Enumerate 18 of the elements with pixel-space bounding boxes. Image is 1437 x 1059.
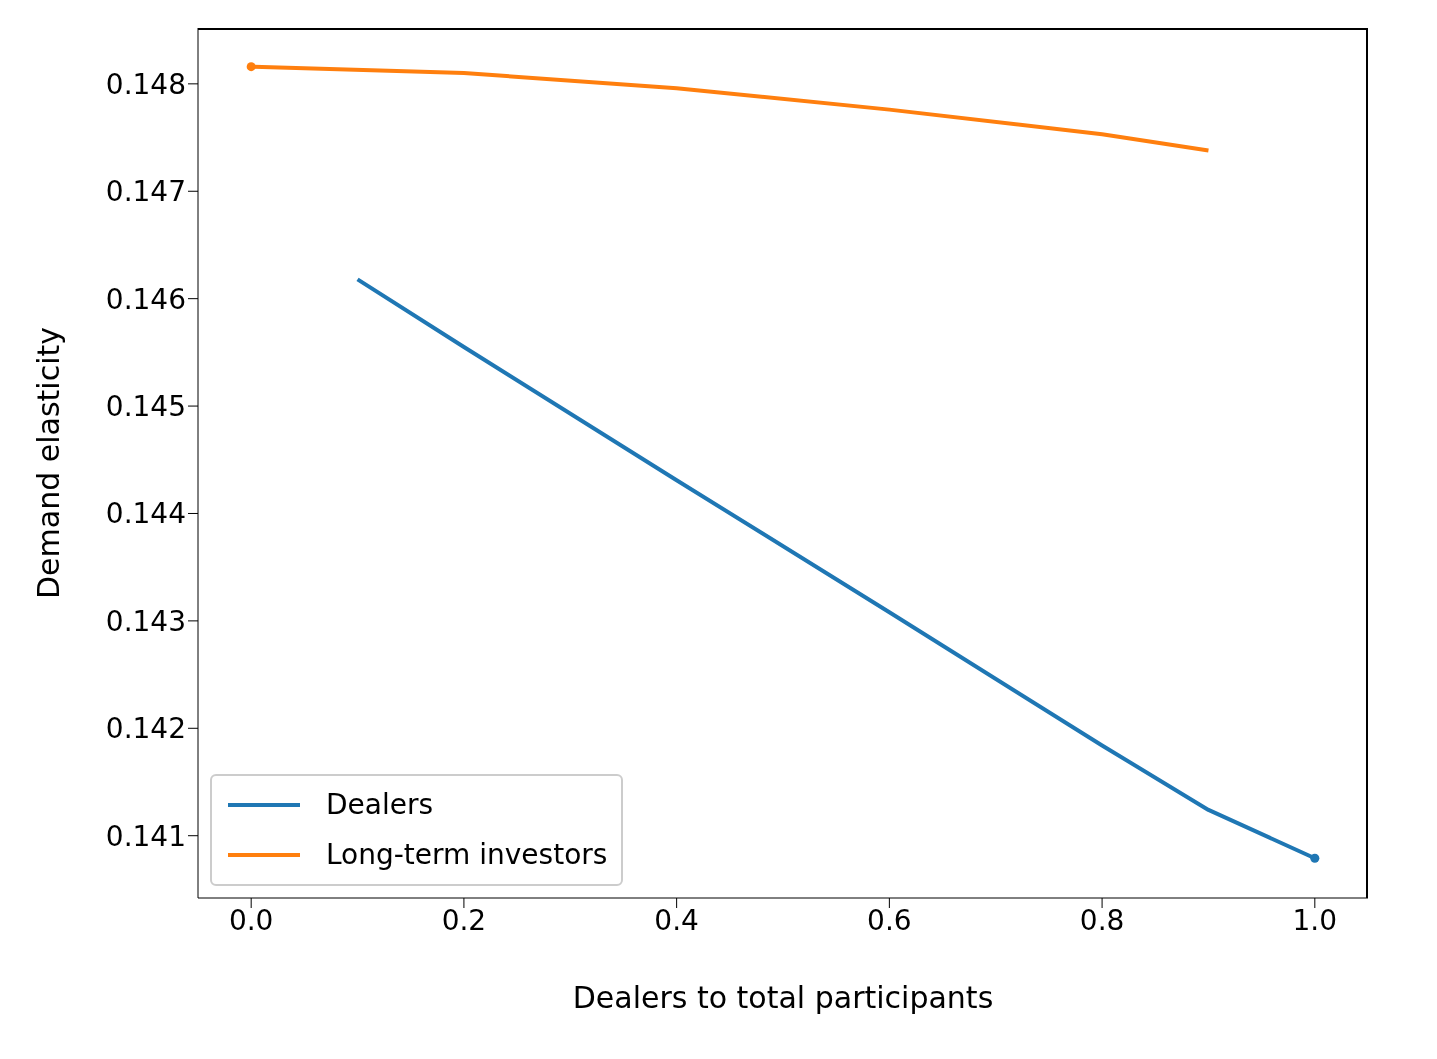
y-tick-label: 0.143	[105, 604, 186, 638]
x-tick-label: 0.6	[867, 903, 912, 937]
y-tick-label: 0.145	[105, 390, 186, 424]
x-axis-title: Dealers to total participants	[572, 980, 994, 1015]
x-tick-label: 1.0	[1292, 903, 1338, 937]
y-tick-label: 0.142	[105, 712, 186, 746]
x-tick-label: 0.4	[654, 903, 699, 937]
y-tick-label: 0.141	[105, 819, 186, 853]
y-axis-title: Demand elasticity	[30, 326, 66, 600]
legend-label: Dealers	[326, 787, 434, 823]
y-tick-label: 0.148	[105, 67, 186, 101]
x-tick-label: 0.2	[441, 903, 487, 937]
legend-label: Long-term investors	[326, 837, 608, 873]
x-tick-label: 0.8	[1079, 903, 1125, 937]
y-tick-label: 0.146	[105, 282, 186, 316]
y-tick-label: 0.147	[105, 175, 186, 209]
x-tick-label: 0.0	[228, 903, 274, 937]
y-tick-label: 0.144	[105, 497, 186, 531]
